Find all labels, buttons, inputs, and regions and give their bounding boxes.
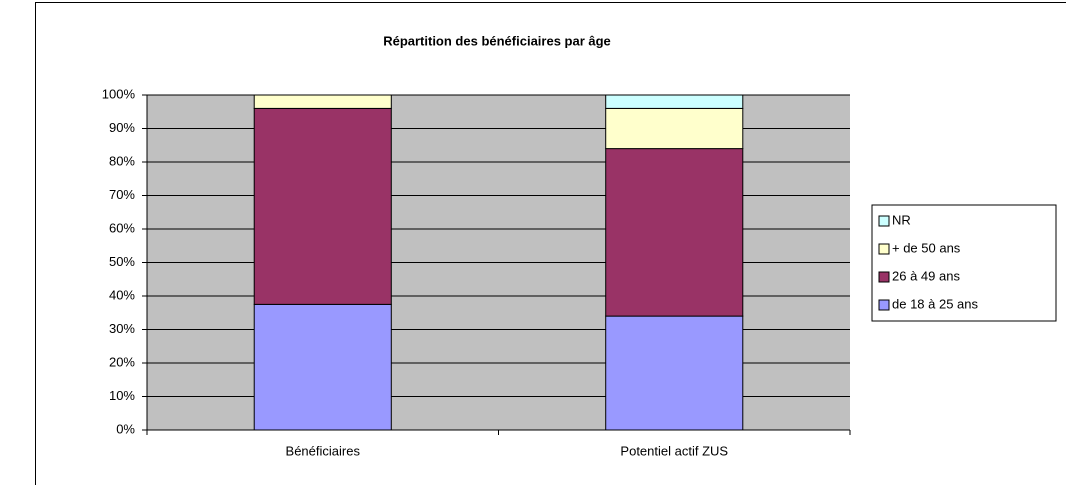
y-tick-label: 0% <box>116 421 135 436</box>
y-tick-label: 10% <box>109 388 135 403</box>
y-tick-label: 50% <box>109 254 135 269</box>
legend-swatch <box>878 299 890 311</box>
legend-label: NR <box>892 212 911 227</box>
x-tick-label: Bénéficiaires <box>286 443 361 458</box>
y-tick-label: 20% <box>109 354 135 369</box>
x-tick-label: Potentiel actif ZUS <box>620 443 728 458</box>
y-tick-label: 70% <box>109 187 135 202</box>
y-tick-label: 90% <box>109 120 135 135</box>
y-tick-label: 60% <box>109 220 135 235</box>
legend-swatch <box>878 243 890 255</box>
y-tick-label: 80% <box>109 153 135 168</box>
bar-segment <box>253 303 392 431</box>
bar-segment <box>605 148 744 317</box>
bar-segment <box>253 107 392 305</box>
y-tick-label: 100% <box>102 86 136 101</box>
y-tick-label: 30% <box>109 321 135 336</box>
legend-swatch <box>878 215 890 227</box>
bar-segment <box>253 94 392 109</box>
bar-segment <box>605 94 744 109</box>
legend-swatch <box>878 271 890 283</box>
bar-segment <box>605 107 744 150</box>
bar-segment <box>605 315 744 431</box>
legend-label: + de 50 ans <box>892 240 961 255</box>
legend-box <box>871 204 1057 322</box>
legend-label: 26 à 49 ans <box>892 268 960 283</box>
chart-title: Répartition des bénéficiaires par âge <box>383 33 611 48</box>
legend-label: de 18 à 25 ans <box>892 296 979 311</box>
y-tick-label: 40% <box>109 287 135 302</box>
